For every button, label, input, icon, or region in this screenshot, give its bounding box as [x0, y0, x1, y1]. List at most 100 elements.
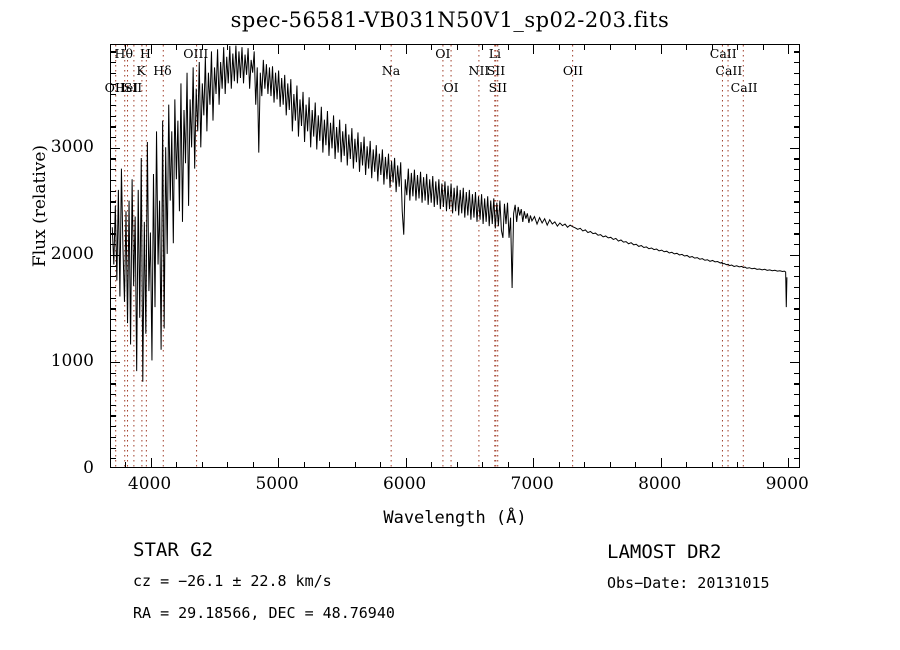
axis-tick [762, 45, 764, 50]
plot-area[interactable] [110, 44, 800, 468]
axis-tick [111, 222, 116, 224]
axis-tick [635, 462, 637, 467]
axis-tick [788, 45, 790, 54]
x-tick-label: 6000 [382, 474, 427, 494]
axis-tick [794, 372, 799, 374]
axis-tick [111, 179, 116, 182]
axis-tick [380, 45, 382, 50]
axis-tick [794, 340, 799, 342]
axis-tick [794, 265, 799, 267]
redshift-velocity-label: cz = −26.1 ± 22.8 km/s [133, 572, 332, 590]
axis-tick [794, 137, 799, 139]
axis-tick [794, 104, 799, 107]
axis-tick [201, 462, 203, 467]
spectral-line-label: CaII [715, 63, 743, 78]
axis-tick [711, 45, 713, 50]
axis-tick [558, 462, 560, 467]
y-axis-title: Flux (relative) [30, 144, 50, 268]
axis-tick [150, 458, 152, 467]
x-tick-label: 8000 [638, 474, 682, 494]
axis-tick [794, 222, 799, 224]
axis-tick [111, 308, 116, 310]
axis-tick [794, 201, 799, 203]
axis-tick [794, 415, 799, 417]
spectral-line-label: Hθ [114, 46, 133, 61]
axis-tick [405, 45, 407, 54]
axis-tick [762, 462, 764, 467]
axis-tick [405, 458, 407, 467]
axis-tick [794, 308, 799, 310]
axis-tick [111, 190, 116, 192]
axis-tick [794, 72, 799, 75]
axis-tick [111, 286, 116, 289]
axis-tick [609, 45, 611, 50]
axis-tick [794, 83, 799, 85]
axis-tick [278, 45, 280, 54]
axis-tick [111, 383, 116, 385]
axis-tick [329, 462, 331, 467]
y-tick-label: 2000 [50, 243, 94, 264]
axis-tick [380, 462, 382, 467]
axis-tick [507, 462, 509, 467]
axis-tick [558, 45, 560, 50]
y-tick-label: 3000 [50, 136, 94, 157]
axis-tick [482, 45, 484, 50]
axis-tick [111, 297, 116, 299]
axis-tick [737, 45, 739, 50]
axis-tick [111, 415, 116, 417]
axis-tick [111, 372, 116, 374]
axis-tick [794, 458, 799, 460]
axis-tick [111, 158, 116, 160]
axis-tick [794, 244, 799, 246]
axis-tick [533, 45, 535, 54]
axis-tick [354, 45, 356, 50]
axis-tick [111, 244, 116, 246]
spectrum-plot [111, 45, 799, 467]
x-tick-label: 7000 [510, 474, 554, 494]
y-tick-label: 0 [83, 458, 94, 478]
axis-tick [794, 51, 799, 53]
coordinates-label: RA = 29.18566, DEC = 48.76940 [133, 604, 395, 622]
axis-tick [790, 147, 799, 149]
axis-tick [111, 329, 116, 331]
axis-tick [790, 254, 799, 257]
axis-tick [788, 458, 790, 467]
spectral-line-label: Na [381, 63, 401, 78]
spectrum-trace [112, 46, 787, 382]
axis-tick [111, 72, 116, 75]
axis-tick [794, 426, 799, 428]
axis-tick [794, 169, 799, 171]
spectral-line-label: SII [123, 80, 143, 95]
axis-tick [201, 45, 203, 50]
axis-tick [482, 462, 484, 467]
axis-tick [125, 462, 127, 467]
axis-tick [584, 462, 586, 467]
axis-tick [711, 462, 713, 467]
axis-tick [111, 233, 116, 235]
x-tick-label: 4000 [127, 474, 172, 494]
axis-tick [278, 458, 280, 467]
axis-tick [303, 45, 305, 50]
axis-tick [111, 426, 116, 428]
axis-tick [794, 297, 799, 299]
axis-tick [329, 45, 331, 50]
axis-tick [507, 45, 509, 50]
spectral-line-label: H [140, 46, 151, 61]
axis-tick [111, 115, 116, 117]
axis-tick [609, 462, 611, 467]
axis-tick [794, 115, 799, 117]
y-tick-label: 1000 [50, 350, 94, 371]
axis-tick [794, 212, 799, 214]
axis-tick [533, 458, 535, 467]
axis-tick [737, 462, 739, 467]
spectral-line-label: OII [562, 63, 584, 78]
spectral-line-label: Hδ [153, 63, 172, 78]
axis-tick [794, 447, 799, 449]
spectral-line-label: OIII [183, 46, 209, 61]
axis-tick [794, 126, 799, 128]
spectral-line-label: K [136, 63, 146, 78]
axis-tick [794, 276, 799, 278]
axis-tick [794, 190, 799, 192]
axis-tick [111, 83, 116, 85]
spectral-line-label: CaII [709, 46, 737, 61]
